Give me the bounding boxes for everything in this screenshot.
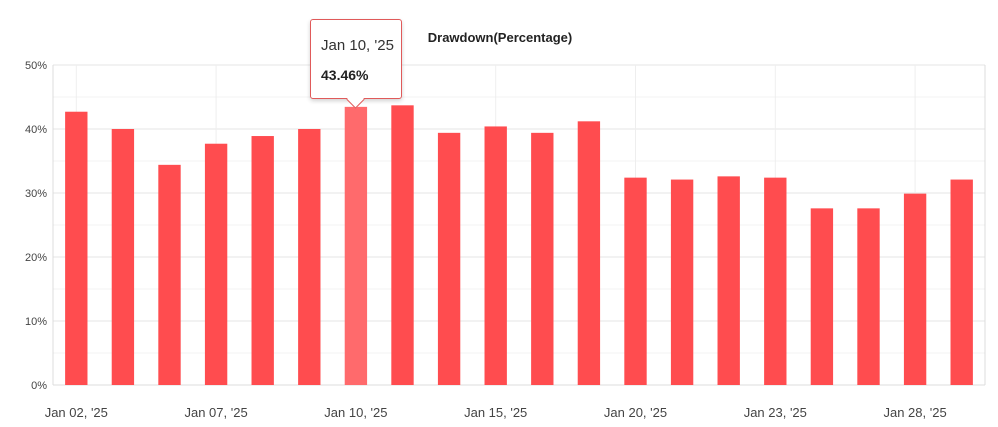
bar[interactable] xyxy=(298,129,321,385)
bar[interactable] xyxy=(577,121,601,385)
x-tick-label: Jan 07, '25 xyxy=(184,405,247,420)
x-tick-label: Jan 20, '25 xyxy=(604,405,667,420)
y-tick-label: 50% xyxy=(25,60,47,72)
bar[interactable] xyxy=(344,106,368,385)
x-tick-label: Jan 15, '25 xyxy=(464,405,527,420)
tooltip-value: 43.46% xyxy=(321,67,369,83)
x-tick-label: Jan 23, '25 xyxy=(744,405,807,420)
bar[interactable] xyxy=(670,179,694,385)
y-tick-label: 20% xyxy=(25,252,47,264)
bar[interactable] xyxy=(251,136,274,385)
bar[interactable] xyxy=(204,143,228,385)
bar[interactable] xyxy=(764,177,787,385)
y-tick-label: 40% xyxy=(25,124,47,136)
bar[interactable] xyxy=(437,132,461,385)
bar[interactable] xyxy=(484,126,507,385)
bar[interactable] xyxy=(903,193,927,385)
bar[interactable] xyxy=(857,208,880,385)
chart-grid xyxy=(52,64,986,386)
bar[interactable] xyxy=(111,129,135,385)
bar[interactable] xyxy=(65,111,88,385)
chart-title: Drawdown(Percentage) xyxy=(428,30,572,45)
bar[interactable] xyxy=(624,177,647,385)
x-tick-label: Jan 28, '25 xyxy=(883,405,946,420)
x-tick-label: Jan 10, '25 xyxy=(324,405,387,420)
y-axis-ticks: 0% 10% 20% 30% 40% 50% xyxy=(25,60,47,392)
chart-bars xyxy=(65,105,973,385)
bar[interactable] xyxy=(950,179,973,385)
tooltip-date: Jan 10, '25 xyxy=(321,37,394,54)
y-tick-label: 0% xyxy=(31,380,47,392)
y-tick-label: 10% xyxy=(25,316,47,328)
bar-tooltip: Jan 10, '25 43.46% xyxy=(310,19,402,109)
x-axis-ticks: Jan 02, '25 Jan 07, '25 Jan 10, '25 Jan 15,… xyxy=(45,405,947,420)
bar[interactable] xyxy=(810,208,834,385)
bar[interactable] xyxy=(717,176,740,385)
bar[interactable] xyxy=(531,132,554,385)
x-tick-label: Jan 02, '25 xyxy=(45,405,108,420)
bar[interactable] xyxy=(158,164,181,385)
bar[interactable] xyxy=(391,105,414,385)
y-tick-label: 30% xyxy=(25,188,47,200)
